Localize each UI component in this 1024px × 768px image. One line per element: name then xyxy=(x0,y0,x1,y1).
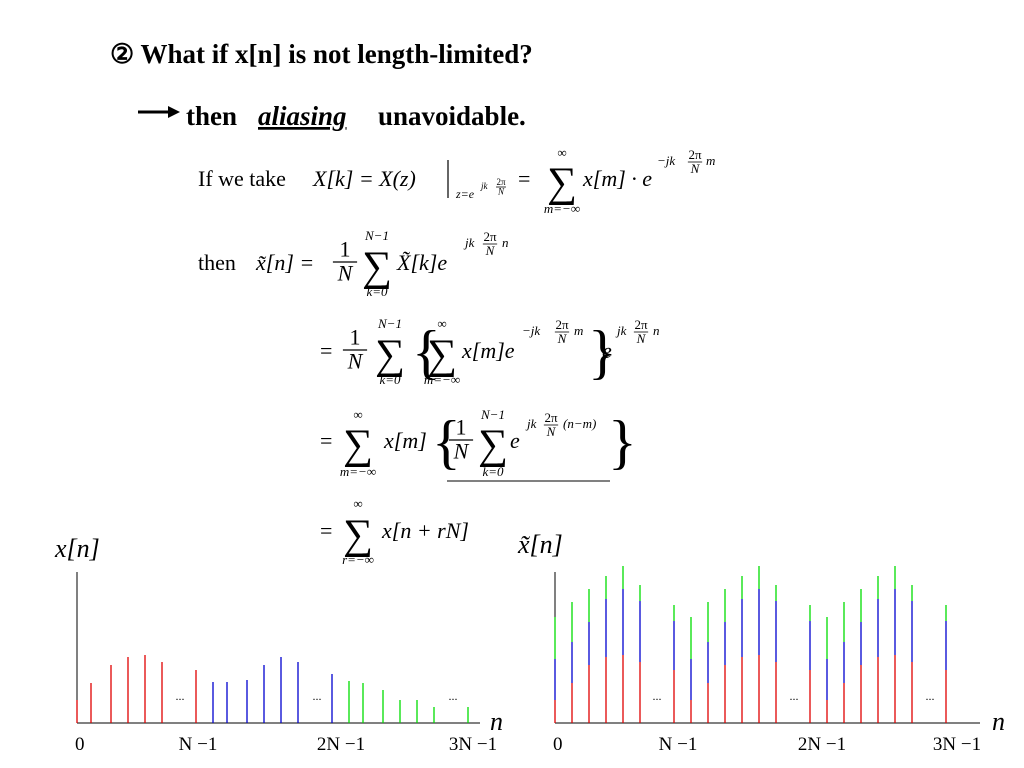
math-text: = xyxy=(320,518,332,543)
math-text: m xyxy=(574,323,583,338)
math-text: jk xyxy=(480,181,489,191)
math-text: x[m] · e xyxy=(582,166,652,191)
math-text: N xyxy=(337,261,354,286)
math-text: ∞ xyxy=(557,145,566,160)
math-text: m xyxy=(706,153,715,168)
math-text: jk xyxy=(615,323,627,338)
tick-label: 0 xyxy=(553,734,563,755)
math-text: n xyxy=(502,235,509,250)
slide-title: ② What if x[n] is not length-limited? xyxy=(110,39,533,69)
math-text: N xyxy=(690,161,701,176)
math-text: { xyxy=(412,319,441,385)
math-text: ∑ xyxy=(375,332,405,378)
math-text: 2π xyxy=(555,317,569,332)
math-text: N xyxy=(453,439,470,464)
math-text: N−1 xyxy=(377,316,402,331)
math-text: If we take xyxy=(198,166,286,191)
math-text: X[k] = X(z) xyxy=(312,166,416,191)
math-text: N xyxy=(557,331,568,346)
math-text: N−1 xyxy=(480,407,505,422)
math-text: k=0 xyxy=(366,284,388,299)
math-text: { xyxy=(432,409,461,475)
math-text: N xyxy=(485,243,496,258)
math-text: jk xyxy=(463,235,475,250)
tick-label: 3N −1 xyxy=(449,734,497,755)
math-text: ∞ xyxy=(353,407,362,422)
math-text: ∑ xyxy=(362,244,392,290)
ellipsis: ... xyxy=(653,689,662,703)
math-text: 2π xyxy=(634,317,648,332)
math-text: 1 xyxy=(340,237,351,262)
math-text: = xyxy=(320,338,332,363)
math-text: } xyxy=(588,319,617,385)
math-text: x[m] xyxy=(383,428,427,453)
ellipsis: ... xyxy=(313,689,322,703)
math-text: r=−∞ xyxy=(342,552,374,567)
arrow-head xyxy=(168,106,180,118)
math-text: = xyxy=(320,428,332,453)
math-text: −jk xyxy=(657,153,675,168)
y-label: x[n] xyxy=(54,534,100,563)
ellipsis: ... xyxy=(790,689,799,703)
math-text: N xyxy=(636,331,647,346)
math-text: e xyxy=(510,428,520,453)
tick-label: 2N −1 xyxy=(798,734,846,755)
math-text: 2π xyxy=(544,410,558,425)
math-text: k=0 xyxy=(482,464,504,479)
math-text: } xyxy=(608,409,637,475)
math-text: 1 xyxy=(350,325,361,350)
tick-label: N −1 xyxy=(179,734,218,755)
math-text: (n−m) xyxy=(563,416,596,431)
tick-label: 0 xyxy=(75,734,85,755)
math-text: N xyxy=(347,349,364,374)
subtitle-emphasis: aliasing xyxy=(258,101,347,131)
math-text: N xyxy=(497,187,505,197)
math-text: 2π xyxy=(483,229,497,244)
math-text: x[m]e xyxy=(461,338,515,363)
math-text: N xyxy=(546,424,557,439)
math-text: z=e xyxy=(455,187,475,201)
subtitle-lead: then xyxy=(186,101,237,131)
y-label: x̃[n] xyxy=(517,530,563,559)
tick-label: 3N −1 xyxy=(933,734,981,755)
math-text: x̃[n] = xyxy=(255,250,314,275)
subtitle: then aliasing unavoidable. xyxy=(186,101,526,131)
math-text: −jk xyxy=(522,323,540,338)
math-text: ∑ xyxy=(427,332,457,378)
math-text: 1 xyxy=(456,415,467,440)
math-text: N−1 xyxy=(364,228,389,243)
tick-label: N −1 xyxy=(659,734,698,755)
math-text: k=0 xyxy=(379,372,401,387)
math-text: then xyxy=(198,250,236,275)
math-text: m=−∞ xyxy=(340,464,376,479)
x-label: n xyxy=(490,707,503,736)
math-text: m=−∞ xyxy=(544,201,580,216)
math-text: ∑ xyxy=(343,422,373,468)
subtitle-tail: unavoidable. xyxy=(378,101,526,131)
math-text: ∞ xyxy=(437,316,446,331)
math-text: jk xyxy=(525,416,537,431)
math-text: n xyxy=(653,323,660,338)
math-text: ∞ xyxy=(353,496,362,511)
math-text: 2π xyxy=(688,147,702,162)
math-text: ∑ xyxy=(343,512,373,558)
tick-label: 2N −1 xyxy=(317,734,365,755)
ellipsis: ... xyxy=(176,689,185,703)
math-text: X̃[k]e xyxy=(396,250,447,275)
math-text: = xyxy=(518,166,530,191)
math-text: 2π xyxy=(496,177,506,187)
math-text: ∑ xyxy=(478,422,508,468)
ellipsis: ... xyxy=(926,689,935,703)
x-label: n xyxy=(992,707,1005,736)
math-text: ∑ xyxy=(547,160,577,206)
math-text: e xyxy=(602,338,612,363)
math-text: m=−∞ xyxy=(424,372,460,387)
ellipsis: ... xyxy=(449,689,458,703)
math-text: x[n + rN] xyxy=(381,518,469,543)
